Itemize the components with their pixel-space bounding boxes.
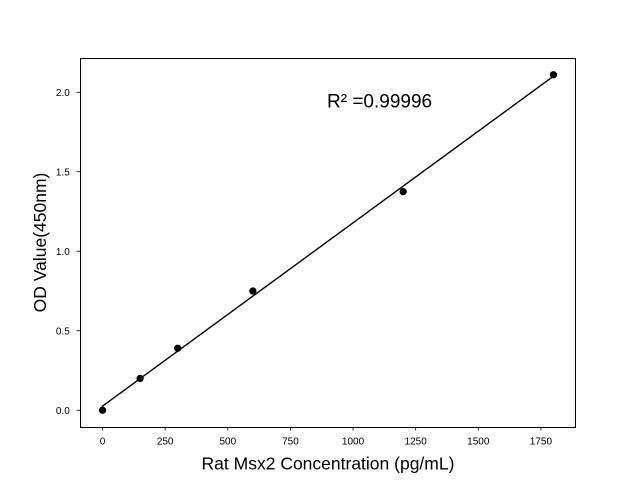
svg-text:OD Value(450nm): OD Value(450nm) — [30, 173, 50, 313]
svg-text:2.0: 2.0 — [56, 88, 70, 99]
svg-text:R² =0.99996: R² =0.99996 — [327, 91, 432, 112]
svg-text:750: 750 — [282, 437, 299, 448]
svg-text:Rat Msx2 Concentration (pg/mL): Rat Msx2 Concentration (pg/mL) — [202, 454, 455, 474]
svg-text:500: 500 — [219, 437, 236, 448]
svg-text:250: 250 — [157, 437, 174, 448]
svg-text:1.0: 1.0 — [56, 247, 70, 258]
svg-text:0.5: 0.5 — [56, 326, 70, 337]
svg-text:1.5: 1.5 — [56, 167, 70, 178]
svg-text:1000: 1000 — [342, 437, 365, 448]
svg-text:0.0: 0.0 — [56, 406, 70, 417]
svg-text:1500: 1500 — [467, 437, 490, 448]
svg-text:1750: 1750 — [530, 437, 553, 448]
svg-text:0: 0 — [100, 437, 106, 448]
svg-text:1250: 1250 — [405, 437, 428, 448]
